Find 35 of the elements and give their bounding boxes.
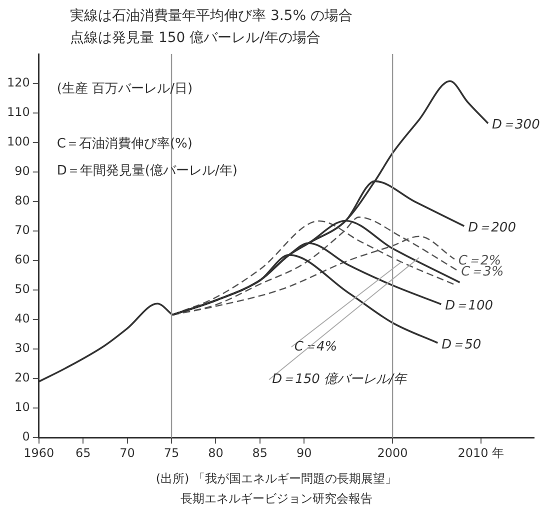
- y-tick-label: 90: [14, 164, 30, 178]
- y-tick-label: 0: [22, 430, 30, 444]
- x-tick-label: 70: [120, 446, 135, 460]
- y-tick-label: 80: [14, 194, 30, 208]
- y-tick-label: 30: [14, 341, 30, 356]
- series-label: D＝300: [492, 118, 540, 133]
- y-tick-label: 20: [14, 370, 30, 385]
- y-tick-label: 50: [14, 282, 30, 296]
- x-tick-label: 2000: [377, 446, 408, 460]
- annotation: D＝年間発見量(億バーレル/年): [56, 163, 238, 178]
- series-label: D＝200: [468, 220, 516, 236]
- x-tick-label: 90: [296, 446, 312, 460]
- y-axis-title: (生産 百万バーレル/日): [56, 80, 193, 96]
- y-tick-label: 40: [14, 312, 30, 326]
- chart-subtitle: 点線は発見量 150 億バーレル/年の場合: [70, 30, 320, 46]
- x-tick-label: 1960: [24, 446, 54, 460]
- x-tick-label: 80: [208, 446, 224, 460]
- series-label: C＝3%: [461, 264, 504, 280]
- chart-title: 実線は石油消費量年平均伸び率 3.5% の場合: [70, 8, 352, 24]
- y-tick-label: 60: [14, 252, 30, 267]
- x-tick-label: 75: [164, 446, 180, 460]
- y-tick-label: 100: [7, 134, 30, 149]
- text: (出所) 「我が国エネルギー問題の長期展望」: [156, 472, 398, 486]
- x-tick-label: 85: [252, 446, 268, 460]
- y-tick-label: 120: [7, 76, 30, 90]
- annotation: C＝石油消費伸び率(%): [56, 135, 192, 152]
- y-tick-label: 110: [7, 105, 30, 120]
- series-label: D＝50: [442, 337, 482, 352]
- text: 長期エネルギービジョン研究会報告: [180, 492, 372, 506]
- y-tick-label: 70: [14, 223, 30, 238]
- annotation: D＝150 億バーレル/年: [272, 372, 408, 387]
- x-tick-label: 65: [75, 446, 91, 460]
- y-tick-label: 10: [14, 400, 30, 414]
- series-label: D＝100: [445, 298, 493, 314]
- x-tick-label: 2010 年: [458, 446, 504, 460]
